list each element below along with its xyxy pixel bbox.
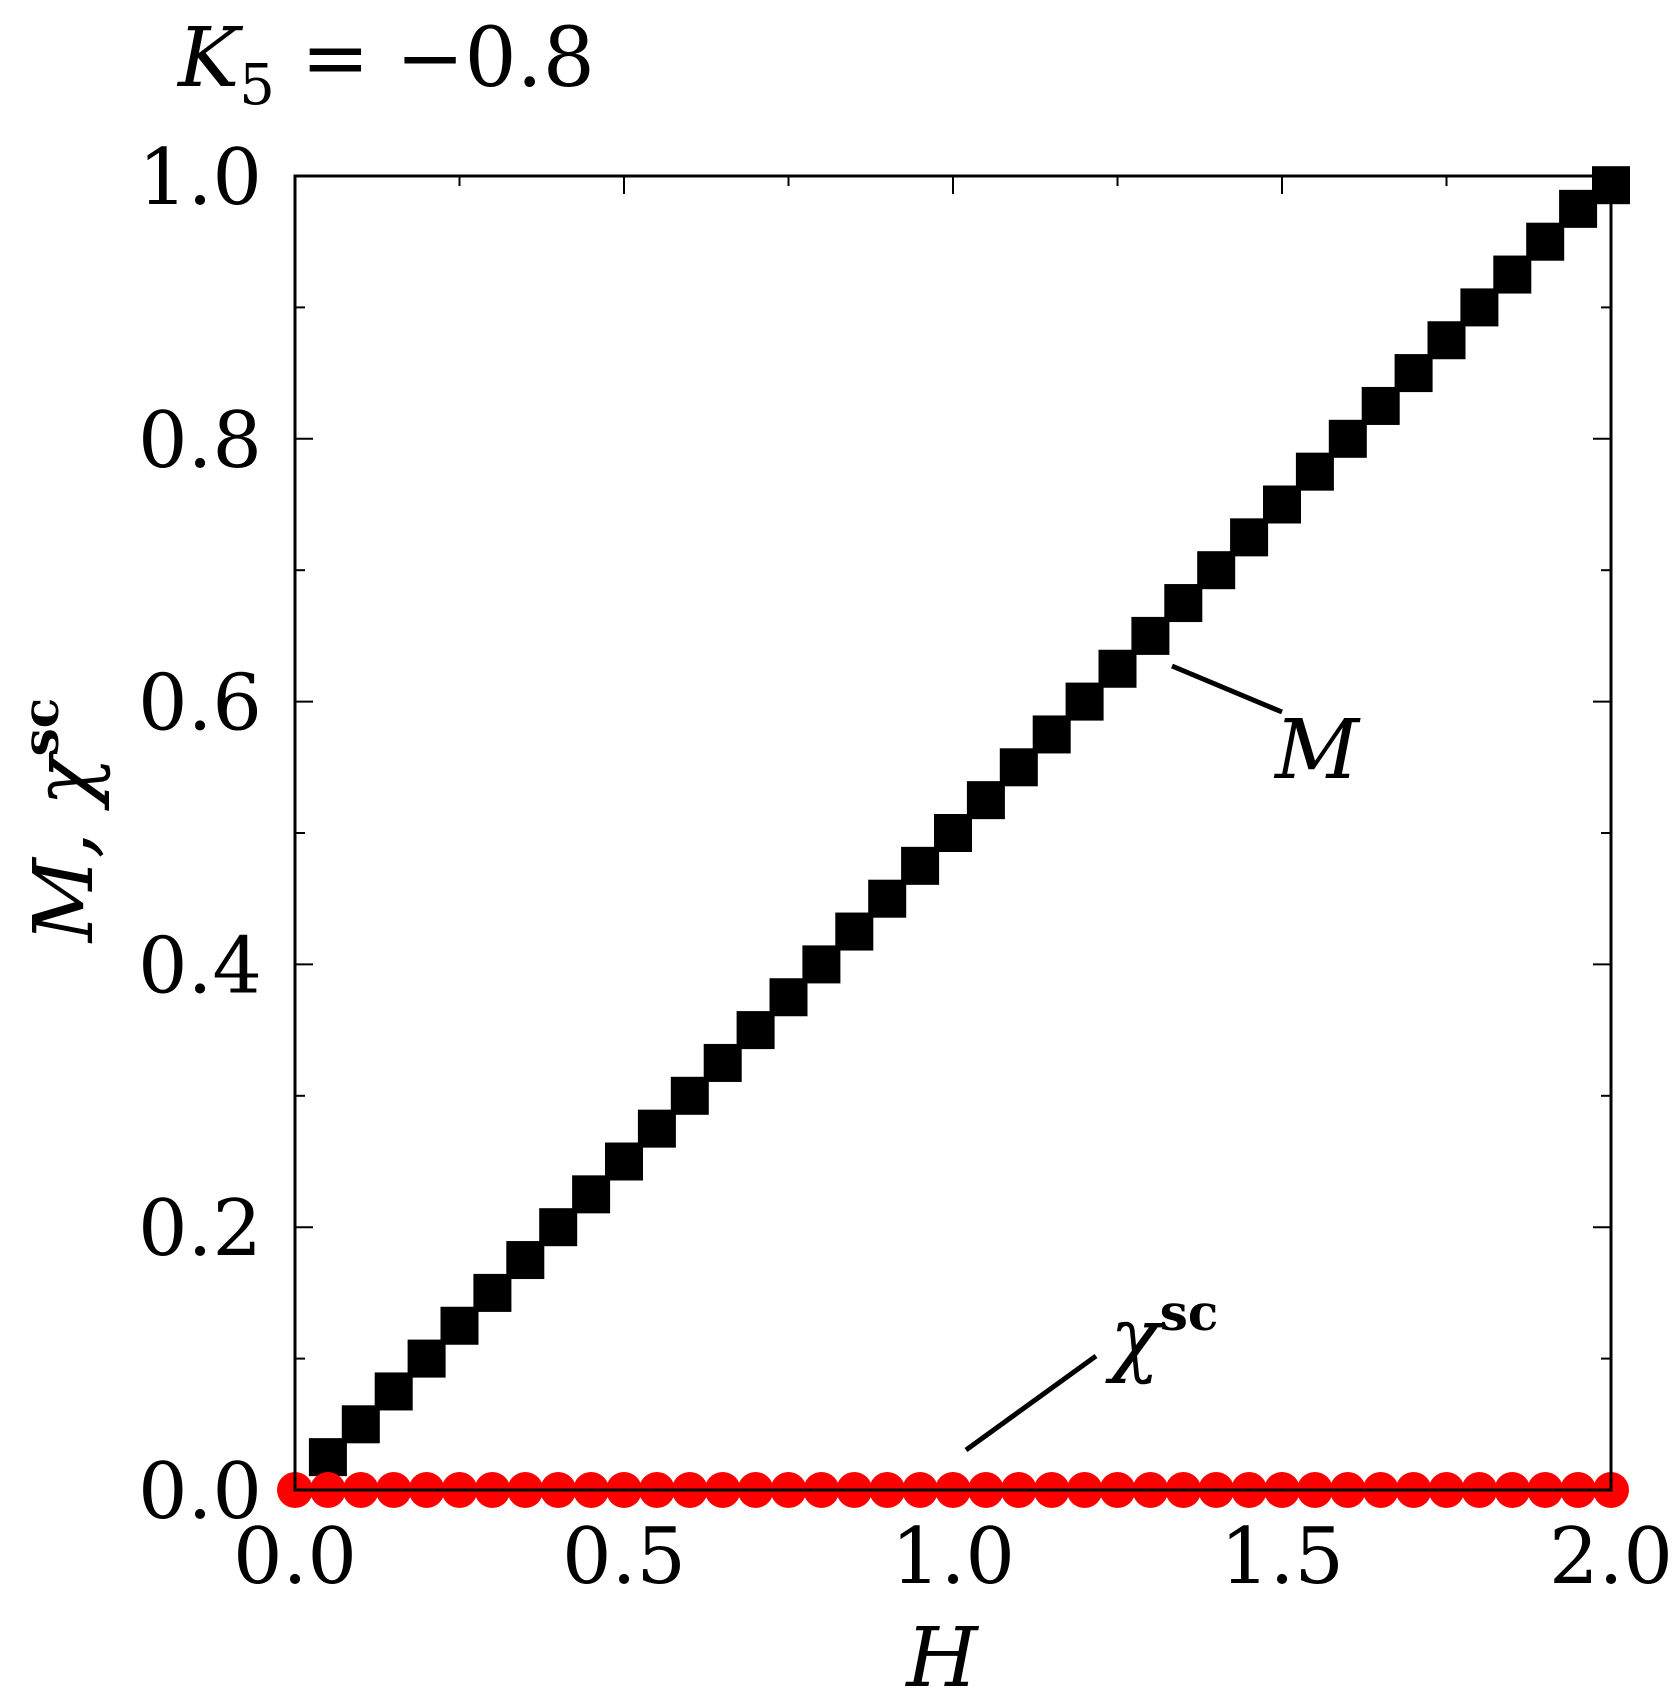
chart-title: K5 = −0.8 [176,11,595,118]
m-point [1493,255,1532,294]
y-axis-label: M, χsc [11,698,112,944]
chart-title-sub: 5 [239,53,275,118]
m-point [901,846,940,885]
y-tick-label: 1.0 [138,133,262,223]
m-point [605,1142,643,1181]
m-point [934,814,972,852]
y-tick-label: 0.2 [138,1184,262,1274]
m-point [703,1043,742,1082]
m-point [1460,288,1499,327]
m-point [769,978,808,1017]
y-tick-label: 0.6 [138,659,262,749]
y-tick-label: 0.8 [138,396,262,486]
m-point [308,1438,347,1477]
annotation-chi-leader [964,1353,1098,1453]
m-point [1328,419,1367,458]
annotation-chi-sup: sc [1160,1283,1219,1342]
chart-title-rest: = −0.8 [275,11,595,106]
m-point [1427,321,1466,360]
annotation-chi-main: χ [1105,1291,1164,1386]
m-point [1164,584,1203,623]
m-point [341,1405,380,1444]
annotation-m-leader [1171,663,1283,715]
x-axis-label: H [904,1611,979,1697]
ticks-layer: 0.0 0.5 1.0 1.5 2.0 0.0 0.2 0.4 0.6 0.8 1.0 [138,133,1673,1602]
m-point [1098,649,1137,688]
m-point [1394,354,1433,393]
m-point [1559,189,1598,228]
x-tick-label: 0.5 [562,1512,686,1602]
x-tick-label: 0.0 [233,1512,357,1602]
x-tick-label: 1.0 [891,1512,1015,1602]
m-point [473,1273,512,1312]
m-point [670,1076,709,1115]
m-point [407,1339,446,1378]
m-point [736,1011,775,1050]
m-point [966,781,1005,820]
m-point [1065,682,1104,721]
m-point [1263,485,1301,524]
data-marks [277,166,1630,1508]
m-point [1032,715,1071,754]
m-point [572,1175,611,1214]
m-point [637,1109,676,1148]
y-axis-label-sup: sc [11,698,70,757]
m-point [440,1306,479,1345]
annotation-chi-label: χsc [1105,1283,1218,1386]
m-point [1131,616,1170,655]
chart-title-main: K [176,11,244,106]
x-tick-label: 1.5 [1220,1512,1344,1602]
m-point [868,879,907,918]
x-tick-label: 2.0 [1549,1512,1673,1602]
m-point [1526,222,1565,261]
m-point [1230,518,1269,557]
m-point [506,1241,545,1280]
m-point [999,748,1038,787]
y-tick-label: 0.0 [138,1447,262,1537]
m-point [1295,452,1334,491]
annotation-m-label: M [1273,703,1361,798]
m-point [802,945,841,984]
y-axis-label-main: M, χ [17,752,112,944]
y-tick-label: 0.4 [138,921,262,1011]
m-point [539,1208,578,1247]
m-point [1197,551,1236,590]
m-point [1361,386,1400,425]
m-point [374,1372,413,1411]
plot-frame [293,174,1613,1492]
m-point [835,912,874,951]
